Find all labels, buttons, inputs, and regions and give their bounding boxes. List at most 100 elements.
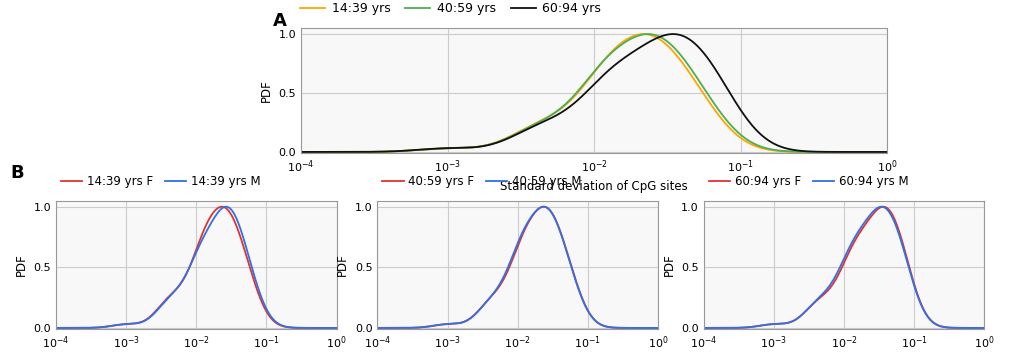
60:94 yrs M [874, 205, 887, 209]
60:94 yrs [294, 150, 307, 154]
40:59 yrs F [537, 205, 549, 209]
14:39 yrs F [157, 300, 169, 304]
40:59 yrs M [420, 325, 432, 329]
14:39 yrs M [99, 325, 111, 329]
14:39 yrs F [169, 288, 181, 292]
40:59 yrs F [478, 301, 490, 306]
Text: A: A [273, 12, 287, 30]
14:39 yrs [544, 113, 556, 117]
60:94 yrs [666, 32, 679, 36]
Legend: 40:59 yrs F, 40:59 yrs M: 40:59 yrs F, 40:59 yrs M [377, 171, 586, 193]
40:59 yrs F [646, 326, 658, 330]
Line: 60:94 yrs F: 60:94 yrs F [703, 207, 983, 328]
40:59 yrs [294, 150, 307, 154]
Line: 40:59 yrs M: 40:59 yrs M [377, 207, 657, 328]
60:94 yrs [544, 116, 556, 120]
60:94 yrs M [746, 325, 758, 329]
14:39 yrs F [82, 326, 94, 330]
60:94 yrs [880, 150, 893, 154]
14:39 yrs [362, 150, 374, 154]
60:94 yrs F [804, 303, 816, 308]
14:39 yrs [880, 150, 893, 154]
60:94 yrs M [804, 303, 816, 307]
X-axis label: Standard deviation of CpG sites: Standard deviation of CpG sites [499, 180, 688, 193]
60:94 yrs [806, 150, 818, 154]
40:59 yrs M [478, 301, 490, 306]
60:94 yrs [396, 149, 409, 153]
60:94 yrs M [697, 326, 709, 330]
60:94 yrs F [977, 326, 989, 330]
Legend: 14:39 yrs F, 14:39 yrs M: 14:39 yrs F, 14:39 yrs M [56, 171, 265, 193]
Line: 60:94 yrs: 60:94 yrs [301, 34, 887, 152]
40:59 yrs M [651, 326, 663, 330]
14:39 yrs [637, 32, 649, 36]
14:39 yrs M [330, 326, 342, 330]
40:59 yrs M [403, 326, 415, 330]
60:94 yrs F [729, 326, 741, 330]
40:59 yrs [880, 150, 893, 154]
Legend: 14:39 yrs, 40:59 yrs, 60:94 yrs: 14:39 yrs, 40:59 yrs, 60:94 yrs [296, 0, 605, 20]
60:94 yrs F [697, 326, 709, 330]
14:39 yrs F [330, 326, 342, 330]
Line: 14:39 yrs F: 14:39 yrs F [56, 207, 336, 328]
14:39 yrs M [50, 326, 62, 330]
Y-axis label: PDF: PDF [662, 253, 676, 276]
40:59 yrs F [651, 326, 663, 330]
Text: B: B [10, 164, 23, 182]
14:39 yrs M [220, 205, 232, 209]
14:39 yrs F [50, 326, 62, 330]
14:39 yrs M [157, 301, 169, 305]
Line: 60:94 yrs M: 60:94 yrs M [703, 207, 983, 328]
14:39 yrs F [294, 326, 307, 330]
14:39 yrs [806, 150, 818, 154]
60:94 yrs M [977, 326, 989, 330]
Line: 40:59 yrs: 40:59 yrs [301, 34, 887, 152]
60:94 yrs M [972, 326, 984, 330]
Line: 40:59 yrs F: 40:59 yrs F [377, 207, 657, 328]
40:59 yrs [519, 127, 531, 131]
40:59 yrs [806, 150, 818, 154]
60:94 yrs F [876, 205, 889, 209]
14:39 yrs F [216, 205, 228, 209]
40:59 yrs M [615, 326, 628, 330]
40:59 yrs F [490, 287, 502, 291]
60:94 yrs F [816, 293, 828, 297]
40:59 yrs F [403, 326, 415, 330]
40:59 yrs [869, 150, 881, 154]
40:59 yrs [362, 150, 374, 154]
40:59 yrs F [615, 326, 628, 330]
40:59 yrs F [371, 326, 383, 330]
40:59 yrs M [490, 286, 502, 290]
60:94 yrs F [972, 326, 984, 330]
14:39 yrs [519, 126, 531, 130]
Line: 14:39 yrs M: 14:39 yrs M [56, 207, 336, 328]
40:59 yrs M [371, 326, 383, 330]
Y-axis label: PDF: PDF [336, 253, 350, 276]
14:39 yrs M [169, 288, 181, 292]
40:59 yrs [641, 32, 653, 36]
Legend: 60:94 yrs F, 60:94 yrs M: 60:94 yrs F, 60:94 yrs M [703, 171, 912, 193]
60:94 yrs F [942, 326, 954, 330]
Y-axis label: PDF: PDF [15, 253, 29, 276]
60:94 yrs M [942, 326, 954, 330]
60:94 yrs M [729, 326, 741, 330]
60:94 yrs [362, 150, 374, 154]
14:39 yrs [396, 149, 409, 153]
40:59 yrs M [537, 205, 549, 209]
14:39 yrs F [325, 326, 337, 330]
Line: 14:39 yrs: 14:39 yrs [301, 34, 887, 152]
60:94 yrs M [816, 291, 828, 295]
14:39 yrs M [325, 326, 337, 330]
14:39 yrs [869, 150, 881, 154]
40:59 yrs M [646, 326, 658, 330]
14:39 yrs F [99, 325, 111, 329]
40:59 yrs [396, 149, 409, 153]
14:39 yrs [294, 150, 307, 154]
Y-axis label: PDF: PDF [260, 79, 273, 102]
14:39 yrs M [82, 326, 94, 330]
14:39 yrs M [294, 326, 307, 330]
60:94 yrs [519, 128, 531, 132]
60:94 yrs [869, 150, 881, 154]
40:59 yrs F [420, 325, 432, 329]
60:94 yrs F [746, 325, 758, 329]
